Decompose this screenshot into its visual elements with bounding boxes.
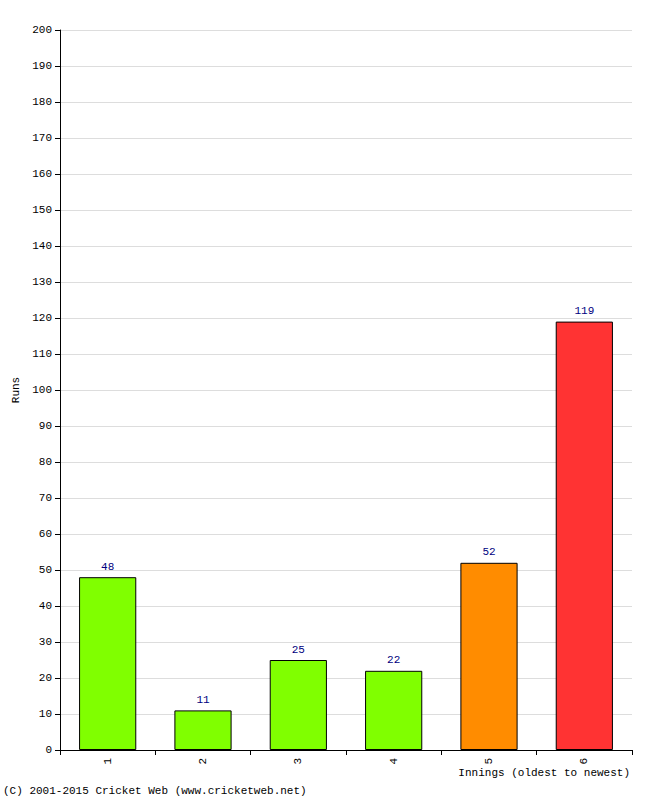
svg-text:200: 200 bbox=[32, 24, 52, 36]
svg-text:110: 110 bbox=[32, 348, 52, 360]
svg-text:1: 1 bbox=[102, 758, 114, 765]
svg-text:180: 180 bbox=[32, 96, 52, 108]
svg-text:119: 119 bbox=[574, 305, 594, 317]
svg-text:3: 3 bbox=[292, 758, 304, 765]
svg-text:20: 20 bbox=[39, 672, 52, 684]
svg-text:Runs: Runs bbox=[10, 377, 22, 403]
svg-text:90: 90 bbox=[39, 420, 52, 432]
svg-text:48: 48 bbox=[101, 561, 114, 573]
svg-text:190: 190 bbox=[32, 60, 52, 72]
svg-text:2: 2 bbox=[197, 758, 209, 765]
svg-text:150: 150 bbox=[32, 204, 52, 216]
svg-text:11: 11 bbox=[196, 694, 210, 706]
svg-text:52: 52 bbox=[482, 546, 495, 558]
svg-text:6: 6 bbox=[578, 758, 590, 765]
svg-text:40: 40 bbox=[39, 600, 52, 612]
svg-text:160: 160 bbox=[32, 168, 52, 180]
svg-text:70: 70 bbox=[39, 492, 52, 504]
svg-text:140: 140 bbox=[32, 240, 52, 252]
svg-text:130: 130 bbox=[32, 276, 52, 288]
svg-text:22: 22 bbox=[387, 654, 400, 666]
svg-text:25: 25 bbox=[292, 644, 305, 656]
svg-text:5: 5 bbox=[483, 758, 495, 765]
svg-text:120: 120 bbox=[32, 312, 52, 324]
svg-text:50: 50 bbox=[39, 564, 52, 576]
svg-text:10: 10 bbox=[39, 708, 52, 720]
svg-text:4: 4 bbox=[388, 758, 400, 765]
svg-text:(C) 2001-2015 Cricket Web (www: (C) 2001-2015 Cricket Web (www.cricketwe… bbox=[3, 785, 307, 797]
svg-text:30: 30 bbox=[39, 636, 52, 648]
svg-text:Innings (oldest to newest): Innings (oldest to newest) bbox=[458, 767, 630, 779]
svg-text:170: 170 bbox=[32, 132, 52, 144]
svg-text:100: 100 bbox=[32, 384, 52, 396]
svg-text:60: 60 bbox=[39, 528, 52, 540]
svg-text:0: 0 bbox=[45, 744, 52, 756]
svg-text:80: 80 bbox=[39, 456, 52, 468]
